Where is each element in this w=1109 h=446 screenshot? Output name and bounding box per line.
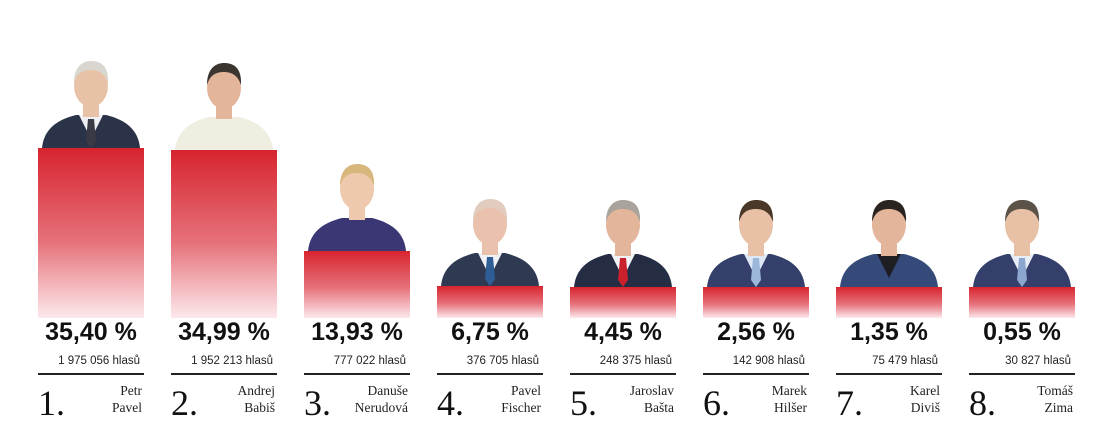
divider	[38, 373, 144, 375]
candidate-portrait	[175, 62, 273, 150]
candidate-first-name: Pavel	[511, 383, 541, 398]
candidate-first-name: Danuše	[367, 383, 409, 398]
candidate-portrait	[973, 200, 1071, 287]
rank-label: 2.	[171, 383, 198, 423]
percentage-label: 4,45 %	[584, 318, 662, 346]
rank-label: 4.	[437, 383, 464, 423]
candidate-column: 34,99 % 1 952 213 hlasů 2. Andrej Babiš	[171, 0, 277, 446]
candidate-column: 6,75 % 376 705 hlasů 4. Pavel Fischer	[437, 0, 543, 446]
result-bar	[38, 148, 144, 318]
divider	[304, 373, 410, 375]
divider	[570, 373, 676, 375]
candidate-column: 4,45 % 248 375 hlasů 5. Jaroslav Bašta	[570, 0, 676, 446]
candidate-first-name: Andrej	[237, 383, 276, 398]
result-bar	[437, 285, 543, 318]
rank-label: 3.	[304, 383, 331, 423]
candidate-portrait	[308, 164, 406, 252]
votes-label: 75 479 hlasů	[872, 355, 938, 367]
votes-label: 1 975 056 hlasů	[58, 355, 140, 367]
candidate-name: Tomáš Zima	[1037, 382, 1073, 416]
result-bar	[304, 251, 410, 318]
percentage-label: 0,55 %	[983, 318, 1061, 346]
candidate-column: 1,35 % 75 479 hlasů 7. Karel Diviš	[836, 0, 942, 446]
candidate-portrait	[441, 198, 539, 286]
candidate-portrait	[42, 61, 140, 148]
rank-label: 8.	[969, 383, 996, 423]
result-bar	[171, 149, 277, 318]
candidate-column: 35,40 % 1 975 056 hlasů 1. Petr Pavel	[38, 0, 144, 446]
divider	[703, 373, 809, 375]
candidate-last-name: Zima	[1044, 400, 1074, 415]
divider	[437, 373, 543, 375]
candidate-first-name: Marek	[771, 383, 807, 398]
percentage-label: 2,56 %	[717, 318, 795, 346]
result-bar	[836, 287, 942, 318]
candidate-last-name: Pavel	[112, 400, 142, 415]
candidate-first-name: Jaroslav	[629, 383, 674, 398]
result-bar	[969, 287, 1075, 318]
candidate-name: Jaroslav Bašta	[630, 382, 674, 416]
percentage-label: 34,99 %	[178, 318, 270, 346]
rank-label: 7.	[836, 383, 863, 423]
votes-label: 1 952 213 hlasů	[191, 355, 273, 367]
candidate-column: 2,56 % 142 908 hlasů 6. Marek Hilšer	[703, 0, 809, 446]
percentage-label: 13,93 %	[311, 318, 403, 346]
rank-label: 1.	[38, 383, 65, 423]
percentage-label: 1,35 %	[850, 318, 928, 346]
divider	[171, 373, 277, 375]
candidate-name: Andrej Babiš	[238, 382, 276, 416]
divider	[836, 373, 942, 375]
candidate-last-name: Babiš	[244, 400, 275, 415]
votes-label: 248 375 hlasů	[599, 355, 672, 367]
candidate-column: 13,93 % 777 022 hlasů 3. Danuše Nerudová	[304, 0, 410, 446]
candidate-first-name: Tomáš	[1037, 383, 1073, 398]
votes-label: 30 827 hlasů	[1005, 355, 1071, 367]
candidate-portrait	[707, 200, 805, 287]
votes-label: 142 908 hlasů	[732, 355, 805, 367]
result-bar	[570, 287, 676, 318]
candidate-portrait	[574, 200, 672, 287]
candidate-name: Petr Pavel	[112, 382, 142, 416]
rank-label: 5.	[570, 383, 597, 423]
candidate-first-name: Karel	[910, 383, 940, 398]
candidate-last-name: Diviš	[910, 400, 940, 415]
candidate-column: 0,55 % 30 827 hlasů 8. Tomáš Zima	[969, 0, 1075, 446]
votes-label: 777 022 hlasů	[333, 355, 406, 367]
candidate-last-name: Fischer	[501, 400, 541, 415]
candidate-last-name: Hilšer	[774, 400, 807, 415]
candidate-name: Marek Hilšer	[772, 382, 807, 416]
percentage-label: 6,75 %	[451, 318, 529, 346]
divider	[969, 373, 1075, 375]
candidate-name: Karel Diviš	[910, 382, 940, 416]
candidate-portrait	[840, 200, 938, 287]
result-bar	[703, 287, 809, 318]
candidate-name: Pavel Fischer	[501, 382, 541, 416]
rank-label: 6.	[703, 383, 730, 423]
candidate-name: Danuše Nerudová	[355, 382, 408, 416]
candidate-last-name: Bašta	[644, 400, 674, 415]
votes-label: 376 705 hlasů	[466, 355, 539, 367]
candidate-last-name: Nerudová	[354, 400, 408, 415]
percentage-label: 35,40 %	[45, 318, 137, 346]
candidate-first-name: Petr	[120, 383, 142, 398]
